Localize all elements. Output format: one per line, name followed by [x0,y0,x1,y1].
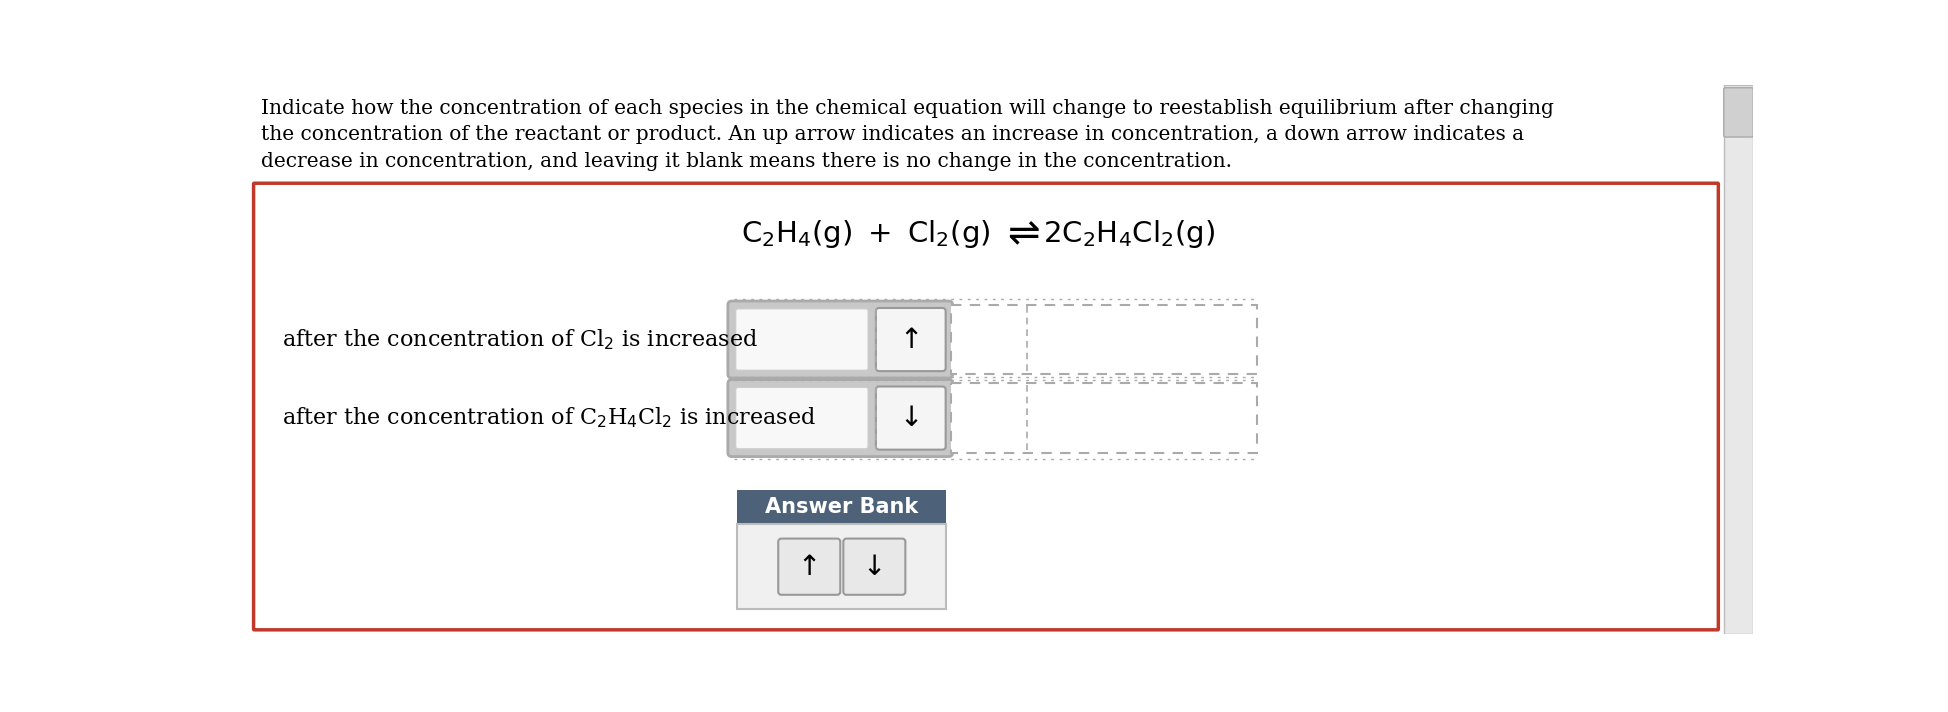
FancyBboxPatch shape [729,379,953,456]
Text: after the concentration of Cl$_2$ is increased: after the concentration of Cl$_2$ is inc… [282,328,758,352]
Bar [736,524,947,609]
Text: $\rightleftharpoons$: $\rightleftharpoons$ [999,215,1040,253]
FancyBboxPatch shape [843,538,906,595]
Text: ↑: ↑ [797,553,820,581]
Text: decrease in concentration, and leaving it blank means there is no change in the : decrease in concentration, and leaving i… [261,152,1231,171]
Text: Answer Bank: Answer Bank [766,497,918,517]
FancyBboxPatch shape [877,308,945,371]
Text: $\mathrm{2C_2H_4Cl_2(g)}$: $\mathrm{2C_2H_4Cl_2(g)}$ [1044,218,1216,250]
FancyBboxPatch shape [1724,88,1753,137]
Text: the concentration of the reactant or product. An up arrow indicates an increase : the concentration of the reactant or pro… [261,125,1523,145]
FancyBboxPatch shape [253,183,1718,630]
FancyBboxPatch shape [729,301,953,378]
Text: after the concentration of C$_2$H$_4$Cl$_2$ is increased: after the concentration of C$_2$H$_4$Cl$… [282,406,816,430]
FancyBboxPatch shape [736,309,869,370]
Bar [736,490,947,524]
FancyBboxPatch shape [1724,85,1753,634]
Text: ↑: ↑ [900,325,923,354]
Text: $\mathrm{C_2H_4(g)\ +\ Cl_2(g)}$: $\mathrm{C_2H_4(g)\ +\ Cl_2(g)}$ [740,218,992,250]
Bar [951,305,1256,375]
Text: ↓: ↓ [900,404,923,432]
Text: ↓: ↓ [863,553,886,581]
Text: Indicate how the concentration of each species in the chemical equation will cha: Indicate how the concentration of each s… [261,99,1553,118]
FancyBboxPatch shape [877,387,945,450]
FancyBboxPatch shape [736,387,869,449]
Bar [951,384,1256,453]
FancyBboxPatch shape [779,538,840,595]
